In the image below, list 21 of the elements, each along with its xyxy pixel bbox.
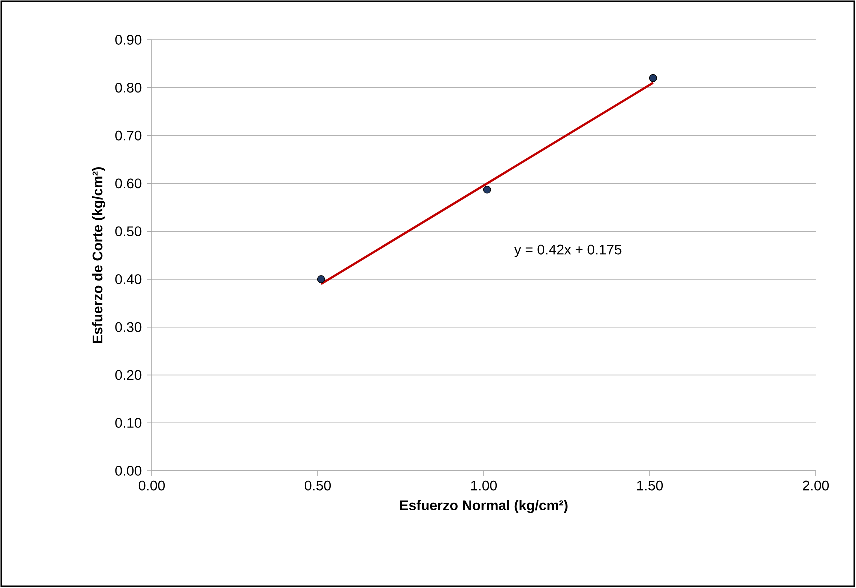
y-tick-label: 0.30: [116, 322, 142, 332]
y-tick-label: 0.00: [116, 466, 142, 476]
y-tick-label: 0.60: [116, 178, 142, 189]
x-tick-label: 1.50: [637, 480, 664, 491]
x-tick-label: 0.50: [304, 480, 332, 491]
y-tick-label: 0.50: [116, 226, 142, 236]
y-tick-label: 0.90: [116, 35, 142, 45]
y-tick-label: 0.20: [116, 370, 142, 380]
y-axis-title: Esfuerzo de Corte (kg/cm²): [92, 167, 106, 344]
x-tick-label: 0.00: [138, 480, 166, 491]
y-tick-label: 0.70: [116, 130, 142, 141]
y-tick-label: 0.80: [116, 82, 142, 93]
point: [317, 276, 326, 284]
point: [649, 74, 658, 82]
x-tick-label: 2.00: [803, 480, 830, 491]
annotation: y = 0.42x + 0.175: [514, 244, 622, 258]
x-tick-label: 1.00: [471, 480, 498, 491]
y-tick-label: 0.10: [116, 418, 142, 428]
y-tick-label: 0.40: [116, 274, 142, 284]
x-axis-title: Esfuerzo Normal (kg/cm²): [400, 500, 568, 514]
point: [483, 186, 492, 194]
